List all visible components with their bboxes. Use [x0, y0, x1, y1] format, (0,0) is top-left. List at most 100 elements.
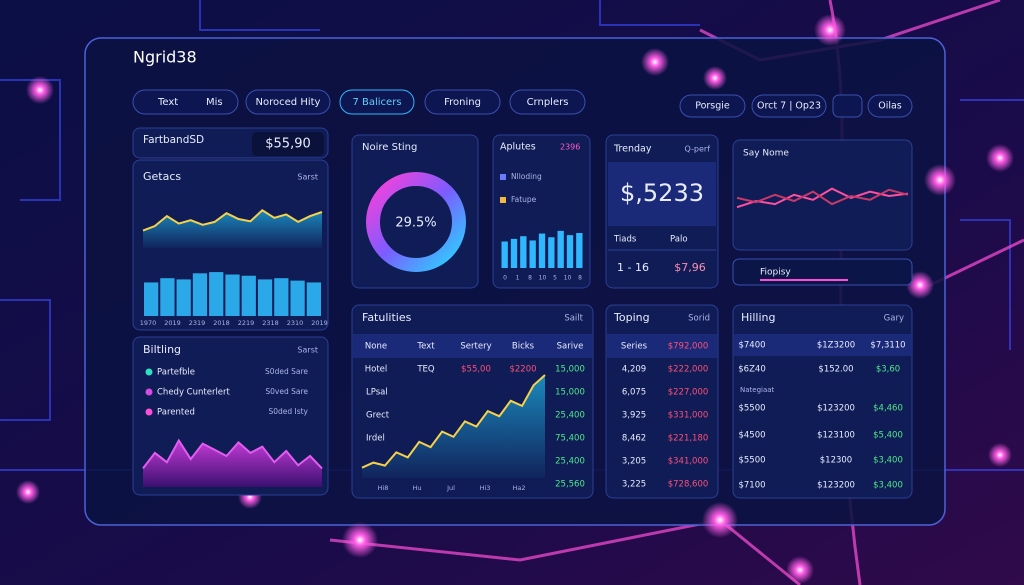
cell: $2200: [509, 365, 536, 375]
badge: 2396: [560, 143, 580, 152]
bar: [257, 279, 273, 316]
cell: $7,3110: [870, 341, 905, 351]
toping-panel: [605, 304, 719, 499]
cell: $5500: [738, 404, 765, 414]
row-label: Irdel: [366, 434, 385, 444]
legend-label: Fatupe: [511, 195, 537, 204]
bar: [225, 274, 240, 316]
bar: [557, 230, 564, 268]
area-line: [142, 209, 323, 232]
toolbar-button[interactable]: [751, 94, 827, 118]
x-label: 10: [539, 275, 547, 282]
cell: 8,462: [622, 434, 646, 444]
cell: $227,000: [668, 388, 709, 398]
list-item-value: S0ded Isty: [268, 407, 308, 416]
growth-line: [361, 374, 546, 469]
cell: $4500: [738, 431, 765, 441]
column-header: Text: [416, 342, 435, 352]
bar: [529, 240, 536, 268]
x-label: 2019: [164, 319, 181, 327]
toolbar-button-label[interactable]: Orct 7 | Op23: [757, 101, 821, 112]
bar: [548, 237, 555, 268]
area-line-area: [143, 210, 322, 248]
toolbar-button[interactable]: [867, 94, 913, 118]
hilling-panel: [732, 304, 913, 499]
toolbar-button-label[interactable]: Text: [157, 97, 178, 108]
search-box[interactable]: [732, 258, 913, 286]
table-header: [353, 334, 592, 358]
x-label: 2318: [262, 319, 279, 327]
column-header: Bicks: [512, 342, 535, 352]
column-header: $792,000: [668, 342, 709, 352]
panel-menu[interactable]: Sarst: [297, 173, 318, 182]
x-label: 2018: [213, 319, 230, 327]
panel-title: Trenday: [613, 144, 652, 155]
cell: $152.00: [818, 365, 853, 375]
cell: $55,00: [461, 365, 491, 375]
legend-dot: [145, 388, 153, 396]
toolbar-button[interactable]: [509, 89, 586, 115]
toolbar-button-label[interactable]: Froning: [444, 97, 481, 108]
panel-title: Noire Sting: [362, 142, 417, 153]
cell: 25,560: [555, 480, 585, 490]
x-label: 0: [503, 275, 507, 282]
toolbar-button[interactable]: [424, 89, 501, 115]
x-label: 8: [528, 275, 532, 282]
legend-swatch: [500, 197, 506, 203]
growth-line-area: [362, 375, 545, 478]
column-header: Sarive: [557, 342, 584, 352]
panel-menu[interactable]: Gary: [884, 314, 904, 324]
legend-dot: [145, 408, 153, 416]
toolbar-button-label[interactable]: 7 Balicers: [352, 97, 401, 108]
cell: $221,180: [668, 434, 709, 444]
panel-menu[interactable]: Sailt: [564, 314, 583, 324]
cell: TEQ: [416, 365, 435, 375]
toolbar-button[interactable]: [132, 89, 239, 115]
bar: [160, 278, 175, 316]
x-label: Hu: [412, 484, 421, 492]
panel-title: Say Nome: [743, 149, 789, 159]
x-label: 1970: [140, 319, 157, 327]
x-label: Hi8: [378, 484, 389, 492]
x-label: Ha2: [512, 484, 525, 492]
cell: $3,60: [876, 365, 900, 375]
cell: 6,075: [622, 388, 646, 398]
bar: [501, 241, 508, 268]
search-text[interactable]: Fiopisy: [760, 268, 791, 278]
column-header: Sertery: [460, 342, 491, 352]
table-header: [734, 334, 911, 356]
toolbar-button-label[interactable]: Mis: [206, 97, 223, 108]
summary-value: $55,90: [265, 137, 311, 152]
legend-dot: [145, 368, 153, 376]
note: Nategiaat: [740, 386, 775, 394]
cell: $331,000: [668, 411, 709, 421]
panel-title: Getacs: [143, 170, 181, 183]
icon-button[interactable]: [832, 94, 863, 118]
toolbar-button[interactable]: [245, 89, 331, 115]
toolbar-button-label[interactable]: Oilas: [878, 101, 902, 112]
column-label: Tiads: [613, 235, 637, 245]
cell: 3,925: [622, 411, 646, 421]
toolbar-button[interactable]: [679, 94, 746, 118]
bar: [241, 275, 256, 316]
panel-menu[interactable]: Q-perf: [684, 145, 710, 154]
toolbar-button-label[interactable]: Porsgie: [695, 101, 730, 112]
toolbar-button-label[interactable]: Noroced Hity: [256, 97, 321, 108]
list-item-value: S0ved Sare: [265, 387, 308, 396]
column-header: None: [365, 342, 387, 352]
list-item-name: Partefble: [157, 368, 195, 378]
bar: [209, 272, 224, 316]
panel-menu[interactable]: Sarst: [297, 346, 318, 355]
panel-menu[interactable]: Sorid: [688, 314, 710, 324]
bar: [566, 235, 574, 268]
toolbar-button[interactable]: [339, 89, 415, 115]
bar: [274, 278, 289, 316]
legend-label: Nlloding: [511, 172, 542, 181]
donut-label: 29.5%: [395, 216, 436, 231]
cell: Hotel: [365, 365, 388, 375]
cell: $222,000: [668, 365, 709, 375]
toolbar-button-label[interactable]: Crnplers: [527, 97, 569, 108]
cell: $3,400: [873, 456, 903, 466]
